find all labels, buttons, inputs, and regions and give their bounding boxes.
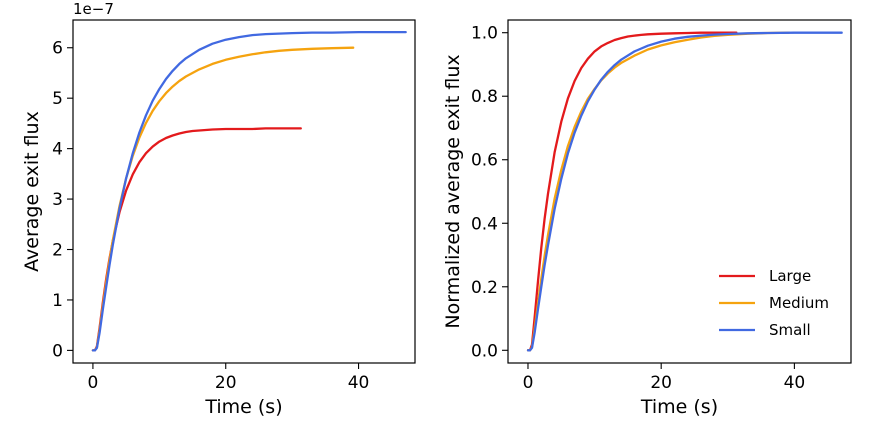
right-chart: 0 20 40 0.0 0.2 0.4 0.6 0.8 1.0 Time (s) Normal… xyxy=(442,19,852,418)
left-chart: 0 20 40 0 1 2 3 4 5 6 1e−7 Time (s) Average exit… xyxy=(21,0,416,418)
right-chart-y-tick-label: 0.6 xyxy=(471,151,498,171)
legend-label-medium: Medium xyxy=(769,294,829,312)
right-chart-y-tick-label: 0.0 xyxy=(471,341,498,361)
right-chart-x-tick-label: 40 xyxy=(784,373,806,393)
left-chart-x-tick-label: 40 xyxy=(348,373,370,393)
right-chart-y-tick-label: 0.8 xyxy=(471,87,498,107)
left-chart-series-medium xyxy=(91,46,355,352)
left-chart-y-tick-label: 5 xyxy=(52,89,63,109)
left-chart-y-tick-label: 0 xyxy=(52,341,63,361)
left-chart-y-tick-label: 1 xyxy=(52,291,63,311)
right-chart-x-label: Time (s) xyxy=(640,396,718,418)
right-chart-y-tick-label: 0.2 xyxy=(471,278,498,298)
left-chart-series-small xyxy=(91,30,407,352)
left-chart-y-tick-label: 6 xyxy=(52,39,63,59)
left-chart-x-axis: 0 20 40 xyxy=(88,363,370,393)
legend-label-small: Small xyxy=(769,321,811,339)
right-chart-x-tick-label: 20 xyxy=(650,373,672,393)
left-chart-x-tick-label: 20 xyxy=(215,373,237,393)
left-chart-y-tick-label: 4 xyxy=(52,140,63,160)
right-chart-series-large xyxy=(526,31,738,352)
left-chart-x-tick-label: 0 xyxy=(88,373,99,393)
right-chart-y-label: Normalized average exit flux xyxy=(442,54,464,328)
right-chart-x-axis: 0 20 40 xyxy=(523,363,806,393)
right-chart-y-axis: 0.0 0.2 0.4 0.6 0.8 1.0 xyxy=(471,24,508,361)
legend-label-large: Large xyxy=(769,267,811,285)
right-chart-frame xyxy=(507,19,852,364)
left-chart-y-label: Average exit flux xyxy=(21,111,43,272)
legend: Large Medium Small xyxy=(719,267,829,339)
left-chart-x-label: Time (s) xyxy=(204,396,282,418)
right-chart-lines xyxy=(526,31,843,352)
right-chart-series-small xyxy=(526,31,843,352)
right-chart-y-tick-label: 0.4 xyxy=(471,214,498,234)
left-chart-offset-text: 1e−7 xyxy=(73,0,114,18)
left-chart-series-large xyxy=(91,127,302,352)
right-chart-y-tick-label: 1.0 xyxy=(471,24,498,44)
left-chart-y-axis: 0 1 2 3 4 5 6 xyxy=(52,39,73,361)
left-chart-frame xyxy=(72,19,416,364)
left-chart-y-tick-label: 2 xyxy=(52,241,63,261)
right-chart-x-tick-label: 0 xyxy=(523,373,534,393)
left-chart-y-tick-label: 3 xyxy=(52,190,63,210)
left-chart-lines xyxy=(91,30,407,352)
